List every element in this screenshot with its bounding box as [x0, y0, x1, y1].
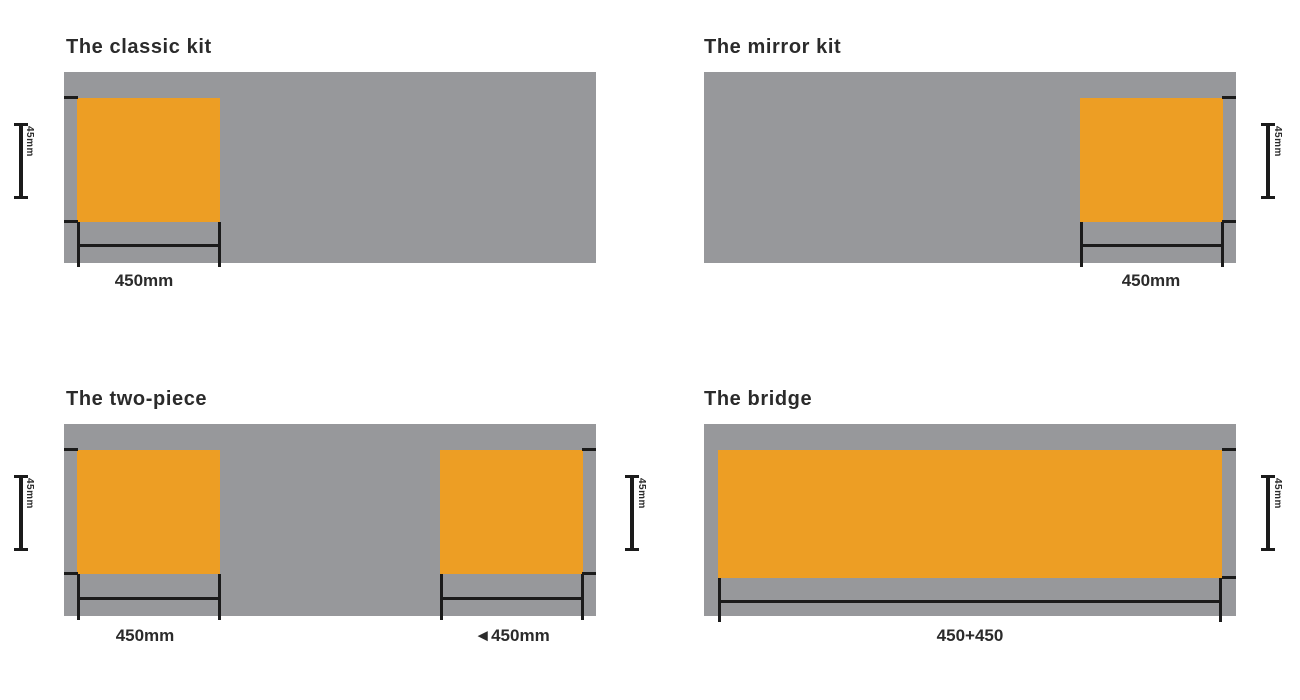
panel2-width-label: 450mm [1121, 271, 1181, 290]
panel3-right-height-label: 45mm [636, 478, 647, 509]
panel1-height-dimension-line [19, 123, 23, 199]
panel3-right-height-dimension-tick-top [625, 475, 639, 478]
panel2-bottom-tick [1222, 220, 1236, 223]
panel2-top-tick [1222, 96, 1236, 99]
panel1-height-dimension-tick-bottom [14, 196, 28, 199]
panel3-right-width-label: ◄450mm [474, 626, 550, 645]
panel2-width-bracket-bar [1080, 244, 1224, 247]
panel1-width-bracket-bar [77, 244, 221, 247]
panel4-top-tick [1222, 448, 1236, 451]
panel3-left-width-label: 450mm [115, 626, 175, 645]
panel4-width-bracket-bar [718, 600, 1222, 603]
panel3-left-bottom-tick [64, 572, 78, 575]
panel3-left-width-bracket-bar [77, 597, 221, 600]
panel3-left-height-label: 45mm [24, 478, 35, 509]
panel4-accent-block [718, 450, 1222, 578]
panel3-accent-block-right [440, 450, 583, 574]
panel3-left-height-dimension-tick-bottom [14, 548, 28, 551]
panel4-height-dimension-tick-top [1261, 475, 1275, 478]
panel3-right-width-bracket-bar [440, 597, 584, 600]
panel4-bottom-tick [1222, 576, 1236, 579]
panel3-right-top-tick [582, 448, 596, 451]
panel4-title: The bridge [704, 388, 813, 410]
panel1-height-dimension-tick-top [14, 123, 28, 126]
panel1-width-label: 450mm [114, 271, 174, 290]
panel1-bottom-tick [64, 220, 78, 223]
panel3-left-height-dimension-tick-top [14, 475, 28, 478]
panel4-height-dimension-line [1266, 475, 1270, 551]
panel2-height-label: 45mm [1272, 126, 1283, 157]
panel2-height-dimension-tick-bottom [1261, 196, 1275, 199]
panel3-left-height-dimension-line [19, 475, 23, 551]
panel3-right-height-dimension-line [630, 475, 634, 551]
panel1-title: The classic kit [66, 36, 212, 58]
panel1-accent-block [77, 98, 220, 222]
panel2-title: The mirror kit [704, 36, 842, 58]
panel1-top-tick [64, 96, 78, 99]
panel2-height-dimension-tick-top [1261, 123, 1275, 126]
panel2-accent-block [1080, 98, 1223, 222]
panel3-title: The two-piece [66, 388, 208, 410]
panel1-height-label: 45mm [24, 126, 35, 157]
panel4-width-label: 450+450 [936, 626, 1004, 645]
panel3-left-top-tick [64, 448, 78, 451]
panel3-right-bottom-tick [582, 572, 596, 575]
panel3-right-height-dimension-tick-bottom [625, 548, 639, 551]
panel4-height-dimension-tick-bottom [1261, 548, 1275, 551]
panel4-height-label: 45mm [1272, 478, 1283, 509]
panel3-accent-block-left [77, 450, 220, 574]
panel2-height-dimension-line [1266, 123, 1270, 199]
